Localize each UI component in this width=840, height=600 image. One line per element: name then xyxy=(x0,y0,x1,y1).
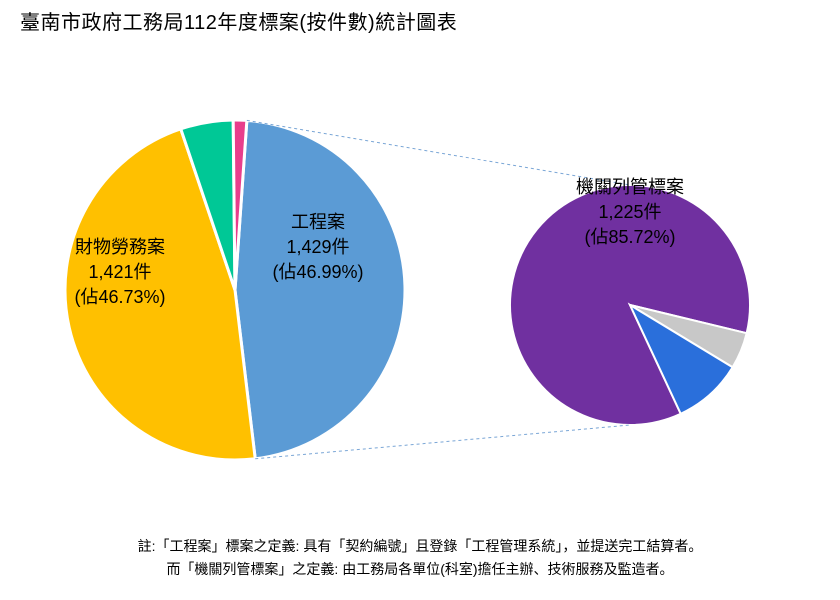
footer-line-1: 註:「工程案」標案之定義: 具有「契約編號」且登錄「工程管理系統」，並提送完工結… xyxy=(0,535,840,557)
label-goods-services: 財物勞務案 1,421件 (佔46.73%) xyxy=(50,235,190,311)
chart-stage: 財物勞務案 1,421件 (佔46.73%) 工程案 1,429件 (佔46.9… xyxy=(0,60,840,490)
label-goods-services-pct: (佔46.73%) xyxy=(50,285,190,310)
chart-title: 臺南市政府工務局112年度標案(按件數)統計圖表 xyxy=(20,6,457,35)
label-agency-listed-count: 1,225件 xyxy=(555,200,705,225)
pie-slice-engineering xyxy=(235,120,405,458)
label-agency-listed-name: 機關列管標案 xyxy=(555,175,705,200)
label-engineering-pct: (佔46.99%) xyxy=(248,260,388,285)
label-engineering-count: 1,429件 xyxy=(248,235,388,260)
label-agency-listed-pct: (佔85.72%) xyxy=(555,225,705,250)
footer-note: 註:「工程案」標案之定義: 具有「契約編號」且登錄「工程管理系統」，並提送完工結… xyxy=(0,535,840,580)
label-engineering-name: 工程案 xyxy=(248,210,388,235)
label-goods-services-name: 財物勞務案 xyxy=(50,235,190,260)
footer-line-2: 而「機關列管標案」之定義: 由工務局各單位(科室)擔任主辦、技術服務及監造者。 xyxy=(0,558,840,580)
label-goods-services-count: 1,421件 xyxy=(50,260,190,285)
label-engineering: 工程案 1,429件 (佔46.99%) xyxy=(248,210,388,286)
label-agency-listed: 機關列管標案 1,225件 (佔85.72%) xyxy=(555,175,705,251)
